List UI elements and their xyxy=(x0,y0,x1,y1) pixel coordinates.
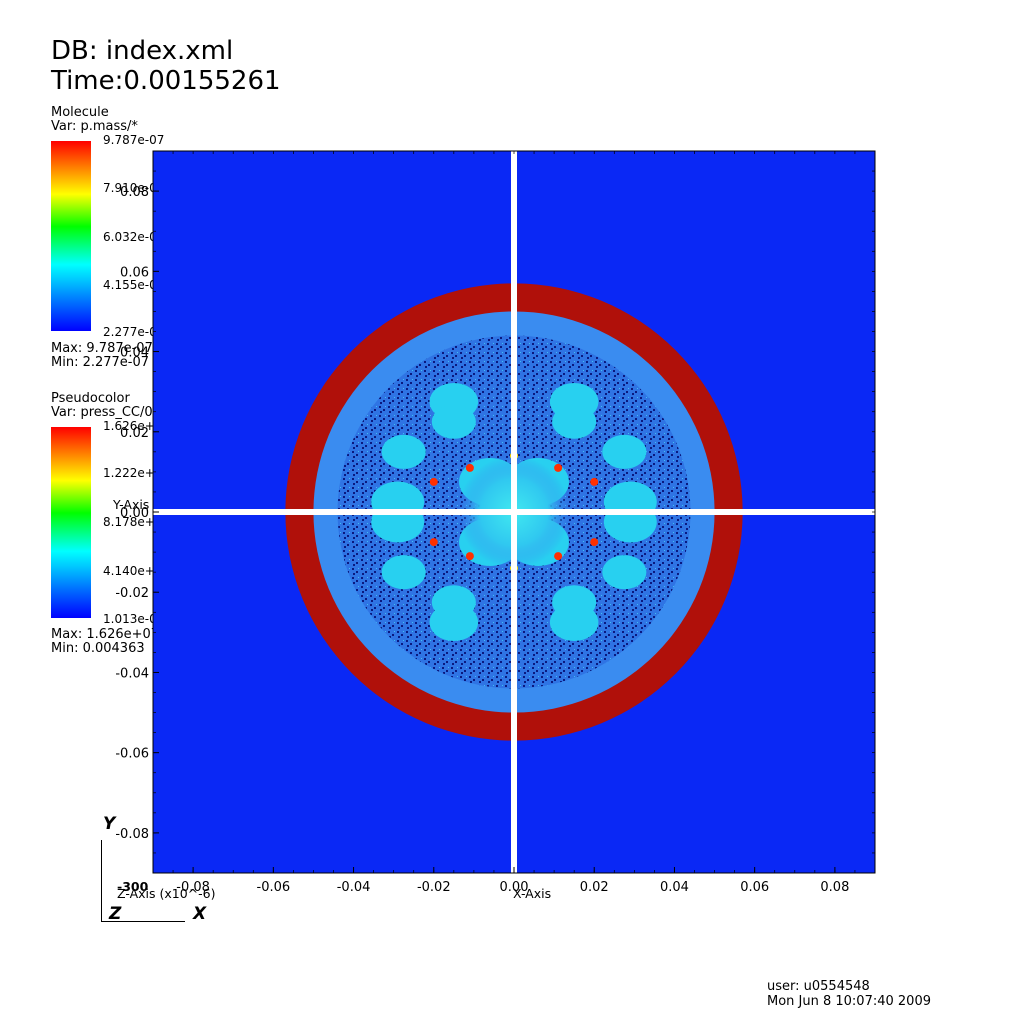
x-tick-label: -0.02 xyxy=(417,880,451,895)
legend-1-tick: 2.277e-07 xyxy=(103,325,165,339)
legend-1-var-name: Var: p.mass/* xyxy=(51,119,138,134)
y-tick-label: -0.08 xyxy=(115,827,149,842)
legend-2-plot-name: Pseudocolor xyxy=(51,391,130,406)
legend-1-plot-name: Molecule xyxy=(51,105,109,120)
x-tick-label: 0.02 xyxy=(580,880,609,895)
triad-z-label: Z xyxy=(109,904,122,924)
cyan-blob xyxy=(371,481,425,523)
z-axis-title: Z-Axis (x10^-6) xyxy=(117,886,216,901)
z-axis-tick: -300 xyxy=(117,879,149,894)
hot-spot xyxy=(465,463,474,472)
x-tick-label: -0.06 xyxy=(257,880,291,895)
database-title: DB: index.xml xyxy=(51,36,234,66)
legend-2-max: Max: 1.626e+07 xyxy=(51,627,160,642)
x-axis-title: X-Axis xyxy=(513,886,552,901)
cyan-blob xyxy=(381,555,426,590)
y-tick-label: -0.06 xyxy=(115,747,149,762)
x-tick-label: -0.04 xyxy=(337,880,371,895)
hot-spot xyxy=(429,477,438,486)
y-tick-label: 0.08 xyxy=(120,185,149,200)
y-tick-label: -0.02 xyxy=(115,586,149,601)
hot-spot xyxy=(590,538,599,547)
y-tick-label: 0.06 xyxy=(120,265,149,280)
x-tick-label: 0.06 xyxy=(740,880,769,895)
cyan-blob xyxy=(603,481,657,523)
hot-spot xyxy=(590,477,599,486)
y-tick-label: 0.04 xyxy=(120,346,149,361)
cyan-blob xyxy=(381,434,426,469)
x-tick-label: -0.08 xyxy=(176,880,210,895)
cyan-blob xyxy=(552,404,597,439)
legend-1-tick: 9.787e-07 xyxy=(103,133,165,147)
hot-spot xyxy=(554,463,563,472)
legend-1-tick: 6.032e-07 xyxy=(103,230,165,244)
triad-x-line xyxy=(101,921,185,922)
triad-y-label: Y xyxy=(103,814,116,834)
legend-1-colorbar xyxy=(51,141,91,331)
y-tick-label: 0.00 xyxy=(120,506,149,521)
legend-2-colorbar xyxy=(51,427,91,618)
x-tick-label: 0.04 xyxy=(660,880,689,895)
legend-1-tick: 7.910e-07 xyxy=(103,181,165,195)
legend-2-min: Min: 0.004363 xyxy=(51,641,145,656)
triad-y-line xyxy=(101,840,102,922)
y-tick-label: -0.04 xyxy=(115,666,149,681)
time-title: Time:0.00155261 xyxy=(51,66,281,96)
cross-horizontal-line xyxy=(153,509,875,515)
legend-2-var-name: Var: press_CC/0 xyxy=(51,405,153,420)
hot-spot xyxy=(465,552,474,561)
date-stamp: Mon Jun 8 10:07:40 2009 xyxy=(767,994,931,1009)
hot-spot xyxy=(554,552,563,561)
cyan-blob xyxy=(602,555,647,590)
x-tick-label: 0.08 xyxy=(820,880,849,895)
legend-2-tick: 1.013e-05 xyxy=(103,612,165,626)
legend-1-tick: 4.155e-07 xyxy=(103,278,165,292)
legend-1-max: Max: 9.787e-07 xyxy=(51,341,153,356)
hot-spot xyxy=(429,538,438,547)
user-stamp: user: u0554548 xyxy=(767,979,870,994)
cyan-blob xyxy=(431,404,476,439)
y-tick-label: 0.02 xyxy=(120,426,149,441)
triad-x-label: X xyxy=(193,904,207,924)
y-axis-title: Y-Axis xyxy=(113,497,150,512)
x-tick-label: 0.00 xyxy=(500,880,529,895)
cyan-blob xyxy=(429,603,479,642)
legend-1-min: Min: 2.277e-07 xyxy=(51,355,150,370)
cyan-blob xyxy=(549,603,599,642)
cyan-blob xyxy=(602,434,647,469)
